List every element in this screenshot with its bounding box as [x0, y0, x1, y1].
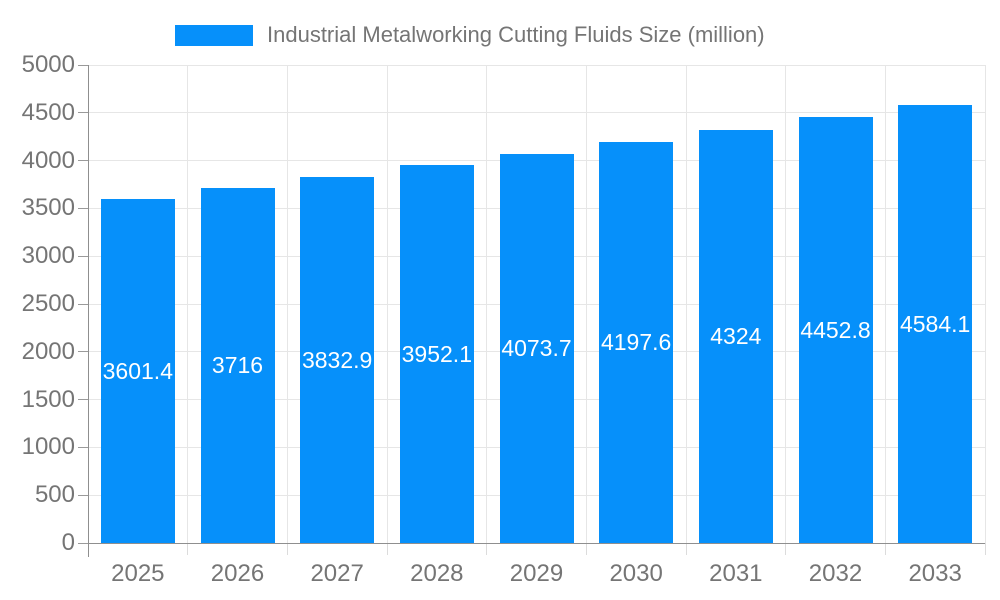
x-axis-tick	[187, 543, 189, 555]
y-axis-label: 3000	[21, 242, 75, 270]
bar-2026[interactable]	[200, 187, 275, 543]
bar-value-label: 3601.4	[102, 357, 173, 384]
gridline-vertical	[187, 65, 189, 543]
gridline-vertical	[386, 65, 388, 543]
y-axis-label: 2500	[21, 290, 75, 317]
y-axis-label: 3500	[21, 194, 75, 222]
y-axis-label: 4000	[21, 146, 75, 174]
y-axis-label: 2000	[21, 337, 75, 365]
y-axis-label: 4500	[21, 98, 75, 126]
gridline-horizontal	[88, 64, 985, 66]
bar-value-label: 4073.7	[501, 335, 572, 362]
bar-2027[interactable]	[300, 176, 375, 543]
gridline-vertical	[286, 65, 288, 543]
gridline-vertical	[585, 65, 587, 543]
y-axis-tick	[78, 112, 88, 114]
x-axis-label: 2033	[908, 560, 962, 587]
bar-2025[interactable]	[100, 198, 175, 543]
y-axis-tick	[78, 207, 88, 209]
x-axis-tick	[486, 543, 488, 555]
chart-legend: Industrial Metalworking Cutting Fluids S…	[175, 22, 765, 48]
x-axis-tick	[585, 543, 587, 555]
bar-value-label: 4452.8	[800, 317, 871, 344]
bar-value-label: 4324	[710, 323, 762, 350]
x-axis-label: 2026	[210, 560, 265, 587]
x-axis-tick	[984, 543, 986, 555]
x-axis-tick	[685, 543, 687, 555]
y-axis-label: 500	[34, 481, 75, 509]
bar-2029[interactable]	[499, 153, 574, 543]
y-axis-tick	[78, 255, 88, 257]
y-axis-tick	[78, 399, 88, 401]
x-axis-label: 2027	[310, 560, 364, 587]
y-axis-label: 1500	[21, 385, 75, 413]
y-axis-label: 5000	[21, 51, 75, 78]
x-axis-label: 2028	[410, 560, 464, 587]
y-axis-label: 0	[61, 529, 75, 556]
x-axis-label: 2031	[709, 560, 763, 587]
bar-value-label: 3832.9	[301, 346, 373, 373]
y-axis-tick	[78, 351, 88, 353]
x-axis-tick	[884, 543, 886, 555]
y-axis-tick	[78, 64, 88, 66]
bar-value-label: 4197.6	[600, 329, 672, 356]
gridline-vertical	[486, 65, 488, 543]
y-axis-tick	[78, 446, 88, 448]
gridline-vertical	[984, 65, 986, 543]
bar-2033[interactable]	[898, 104, 973, 543]
y-axis-tick	[78, 160, 88, 162]
bar-2030[interactable]	[599, 141, 674, 543]
x-axis-tick	[785, 543, 787, 555]
bar-2032[interactable]	[798, 117, 873, 543]
bar-2028[interactable]	[399, 165, 474, 543]
legend-label: Industrial Metalworking Cutting Fluids S…	[267, 22, 765, 47]
x-axis-tick	[286, 543, 288, 555]
x-axis-label: 2029	[509, 560, 564, 587]
y-axis-label: 1000	[21, 433, 75, 461]
x-axis-label: 2025	[111, 560, 165, 587]
bar-value-label: 3952.1	[401, 341, 472, 368]
gridline-vertical	[685, 65, 687, 543]
legend-swatch	[175, 24, 253, 46]
x-axis-tick	[386, 543, 388, 555]
x-axis-line	[88, 542, 985, 544]
bar-2031[interactable]	[698, 129, 773, 543]
gridline-vertical	[884, 65, 886, 543]
y-axis-line	[87, 65, 89, 557]
y-axis-tick	[78, 303, 88, 305]
bar-value-label: 4584.1	[899, 310, 971, 337]
gridline-vertical	[785, 65, 787, 543]
bar-value-label: 3716	[211, 352, 264, 379]
gridline-horizontal	[88, 112, 985, 114]
x-axis-label: 2030	[609, 560, 663, 587]
y-axis-tick	[78, 494, 88, 496]
x-axis-label: 2032	[808, 560, 863, 587]
y-axis-tick	[78, 542, 88, 544]
